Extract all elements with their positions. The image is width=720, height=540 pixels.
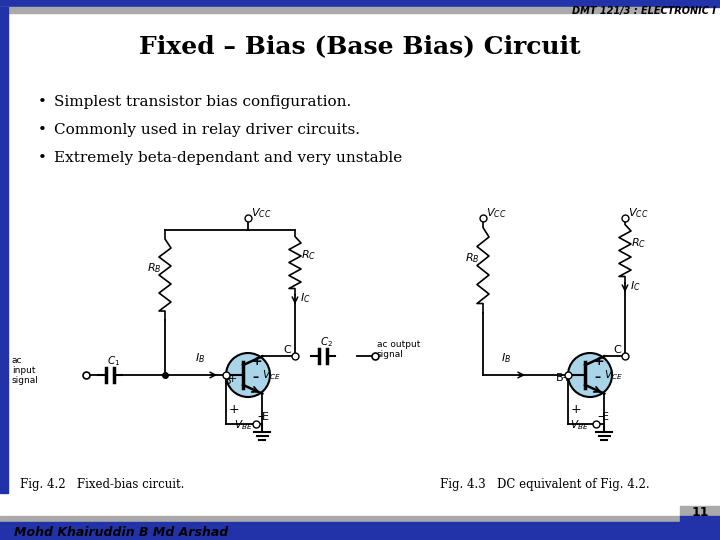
Bar — [0, 7, 660, 13]
Circle shape — [226, 353, 270, 397]
Text: $V_{CC}$: $V_{CC}$ — [486, 206, 506, 220]
Text: +: + — [571, 403, 582, 416]
Text: ac: ac — [12, 356, 22, 365]
Text: $I_B$: $I_B$ — [501, 351, 511, 365]
Text: $R_B$: $R_B$ — [147, 261, 161, 275]
Text: Fig. 4.3   DC equivalent of Fig. 4.2.: Fig. 4.3 DC equivalent of Fig. 4.2. — [440, 478, 649, 491]
Text: –: – — [252, 371, 258, 384]
Text: $I_B$: $I_B$ — [195, 351, 205, 365]
Bar — [0, 0, 720, 7]
Text: +: + — [594, 355, 605, 368]
Text: $V_{CE}$: $V_{CE}$ — [262, 368, 281, 382]
Bar — [0, 7, 8, 493]
Text: $V_{BE}$: $V_{BE}$ — [570, 418, 589, 433]
Text: 11: 11 — [691, 505, 708, 518]
Text: –: – — [597, 410, 603, 423]
Text: $R_C$: $R_C$ — [631, 237, 646, 251]
Text: E: E — [602, 411, 609, 422]
Text: $V_{CE}$: $V_{CE}$ — [604, 368, 623, 382]
Text: $I_C$: $I_C$ — [630, 279, 641, 293]
Text: $R_C$: $R_C$ — [301, 248, 316, 262]
Text: $I_C$: $I_C$ — [300, 291, 310, 305]
Text: Commonly used in relay driver circuits.: Commonly used in relay driver circuits. — [54, 123, 360, 137]
Circle shape — [568, 353, 612, 397]
Bar — [680, 506, 720, 516]
Bar — [680, 516, 720, 522]
Text: $R_B$: $R_B$ — [465, 252, 480, 265]
Text: Fig. 4.2   Fixed-bias circuit.: Fig. 4.2 Fixed-bias circuit. — [20, 478, 184, 491]
Text: $V_{BE}$: $V_{BE}$ — [234, 418, 253, 433]
Text: +: + — [228, 374, 238, 384]
Text: –: – — [257, 410, 264, 423]
Text: +: + — [252, 355, 263, 368]
Text: B: B — [224, 376, 232, 386]
Text: signal: signal — [12, 376, 39, 385]
Text: •: • — [38, 123, 47, 137]
Text: input: input — [12, 366, 35, 375]
Text: •: • — [38, 95, 47, 109]
Text: $C_2$: $C_2$ — [320, 335, 333, 349]
Text: $V_{CC}$: $V_{CC}$ — [251, 206, 271, 220]
Text: Fixed – Bias (Base Bias) Circuit: Fixed – Bias (Base Bias) Circuit — [139, 34, 581, 58]
Text: Mohd Khairuddin B Md Arshad: Mohd Khairuddin B Md Arshad — [14, 526, 228, 539]
Text: E: E — [262, 411, 269, 422]
Text: +: + — [562, 373, 572, 383]
Text: C: C — [283, 345, 291, 355]
Bar — [0, 516, 680, 522]
Text: $C_1$: $C_1$ — [107, 354, 120, 368]
Text: signal: signal — [377, 350, 404, 359]
Text: –: – — [594, 371, 600, 384]
Bar — [0, 522, 720, 540]
Text: DMT 121/3 : ELECTRONIC I: DMT 121/3 : ELECTRONIC I — [572, 6, 716, 16]
Text: $V_{CC}$: $V_{CC}$ — [628, 206, 649, 220]
Text: ac output: ac output — [377, 340, 420, 349]
Text: Simplest transistor bias configuration.: Simplest transistor bias configuration. — [54, 95, 351, 109]
Text: C: C — [613, 345, 621, 355]
Text: +: + — [229, 403, 240, 416]
Text: •: • — [38, 151, 47, 165]
Text: Extremely beta-dependant and very unstable: Extremely beta-dependant and very unstab… — [54, 151, 402, 165]
Text: B: B — [556, 373, 564, 383]
